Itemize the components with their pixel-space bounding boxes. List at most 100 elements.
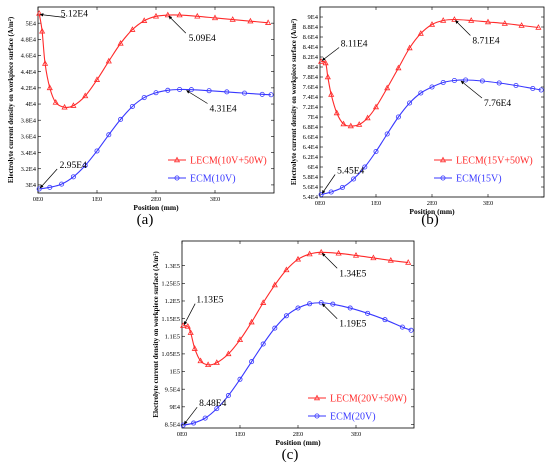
data-point bbox=[306, 250, 313, 257]
data-point bbox=[191, 345, 198, 351]
y-tick-label: 6.2E4 bbox=[303, 154, 319, 161]
data-point bbox=[46, 84, 53, 91]
data-point bbox=[318, 58, 325, 64]
legend-swatch-marker bbox=[174, 175, 180, 181]
series-ecm bbox=[36, 86, 274, 192]
legend-label: LECM(20V+50W) bbox=[330, 394, 407, 405]
data-point bbox=[501, 20, 508, 26]
data-point bbox=[395, 64, 402, 71]
data-point bbox=[180, 322, 187, 328]
legend-label: LECM(10V+50W) bbox=[190, 156, 267, 167]
x-tick-label: 3E0 bbox=[483, 200, 493, 207]
legend-swatch-marker bbox=[314, 413, 320, 419]
data-point bbox=[283, 266, 290, 273]
data-point bbox=[236, 336, 244, 342]
y-tick-label: 8.8E4 bbox=[303, 24, 319, 31]
data-point bbox=[61, 103, 68, 110]
data-point bbox=[318, 300, 324, 306]
series-line bbox=[320, 18, 539, 127]
annotation-label: 5.09E4 bbox=[189, 34, 216, 44]
data-point bbox=[265, 19, 272, 25]
x-tick-label: 1E0 bbox=[371, 200, 381, 207]
data-point bbox=[259, 91, 265, 97]
data-point bbox=[117, 39, 124, 46]
data-point bbox=[211, 14, 219, 21]
annotation-label: 4.31E4 bbox=[210, 104, 237, 114]
y-tick-label: 6E4 bbox=[308, 164, 319, 171]
annotation-arrow bbox=[455, 20, 471, 36]
data-point bbox=[129, 26, 136, 32]
legend-label: LECM(15V+50W) bbox=[456, 156, 533, 167]
data-point bbox=[417, 30, 424, 36]
data-point bbox=[141, 95, 147, 101]
x-tick-label: 1E0 bbox=[235, 431, 245, 438]
data-point bbox=[318, 191, 324, 197]
data-point bbox=[180, 422, 186, 428]
y-tick-label: 1.15E5 bbox=[161, 316, 180, 323]
data-point bbox=[530, 86, 536, 92]
series-line bbox=[39, 88, 272, 190]
chart-panel-3: 8.5E4 9E4 9.5E4 1E5 1.05E5 1.1E5 1.15E5 1.2E5 1.… bbox=[152, 240, 415, 463]
y-tick-label: 8.2E4 bbox=[303, 54, 319, 61]
y-tick-label: 3.2E4 bbox=[21, 166, 37, 173]
panel-caption: (b) bbox=[421, 212, 439, 228]
data-point bbox=[225, 350, 232, 357]
data-point bbox=[365, 310, 371, 316]
data-point bbox=[225, 393, 231, 399]
data-point bbox=[364, 114, 371, 121]
data-point bbox=[214, 406, 220, 412]
data-point bbox=[59, 181, 65, 187]
data-point bbox=[538, 87, 544, 93]
y-tick-label: 7E4 bbox=[308, 114, 319, 121]
y-tick-label: 5.6E4 bbox=[303, 184, 319, 191]
data-point bbox=[496, 80, 502, 86]
data-point bbox=[340, 120, 347, 127]
data-point bbox=[479, 78, 485, 84]
y-tick-label: 1E5 bbox=[170, 369, 180, 376]
y-tick-label: 3E4 bbox=[26, 182, 37, 189]
y-tick-label: 3.6E4 bbox=[21, 134, 37, 141]
data-point bbox=[440, 17, 447, 23]
data-point bbox=[224, 89, 230, 95]
chart-panel-1: 3E4 3.2E4 3.4E4 3.6E4 3.8E4 4E4 4.2E4 4.4E4 4.6E… bbox=[7, 6, 275, 228]
data-point bbox=[82, 92, 89, 99]
y-tick-label: 6.4E4 bbox=[303, 144, 319, 151]
y-axis-title: Electrolyte current density on workpiece… bbox=[7, 16, 15, 183]
data-point bbox=[271, 281, 278, 288]
data-point bbox=[428, 21, 436, 27]
data-point bbox=[407, 100, 413, 106]
data-point bbox=[206, 88, 212, 94]
series-ecm bbox=[318, 77, 544, 197]
data-point bbox=[197, 357, 204, 364]
data-point bbox=[468, 17, 475, 23]
data-point bbox=[295, 305, 301, 311]
data-point bbox=[324, 73, 331, 80]
annotation-arrow bbox=[39, 13, 66, 18]
y-tick-label: 8.6E4 bbox=[303, 34, 319, 41]
series-lecm bbox=[36, 10, 272, 110]
x-axis-title: Position (mm) bbox=[275, 438, 321, 447]
data-point bbox=[318, 248, 325, 255]
annotation-label: 7.76E4 bbox=[484, 99, 511, 109]
annotation-label: 8.71E4 bbox=[472, 37, 499, 47]
data-point bbox=[518, 22, 525, 28]
y-tick-label: 7.4E4 bbox=[303, 94, 319, 101]
data-point bbox=[213, 359, 220, 365]
series-ecm bbox=[180, 300, 414, 428]
legend-swatch-marker bbox=[313, 394, 321, 401]
data-point bbox=[191, 420, 197, 426]
data-point bbox=[94, 148, 100, 154]
y-axis-title: Electrolyte current density on workpiece… bbox=[152, 251, 160, 418]
data-point bbox=[205, 361, 212, 368]
data-point bbox=[339, 184, 345, 190]
annotation-label: 8.11E4 bbox=[341, 40, 368, 50]
data-point bbox=[356, 121, 363, 127]
data-point bbox=[351, 176, 357, 182]
y-tick-label: 6.6E4 bbox=[303, 134, 319, 141]
y-tick-label: 9E4 bbox=[308, 14, 319, 21]
annotation-label: 5.12E4 bbox=[61, 9, 88, 19]
data-point bbox=[513, 83, 519, 89]
data-point bbox=[405, 259, 412, 265]
y-tick-label: 1.2E5 bbox=[165, 298, 180, 305]
